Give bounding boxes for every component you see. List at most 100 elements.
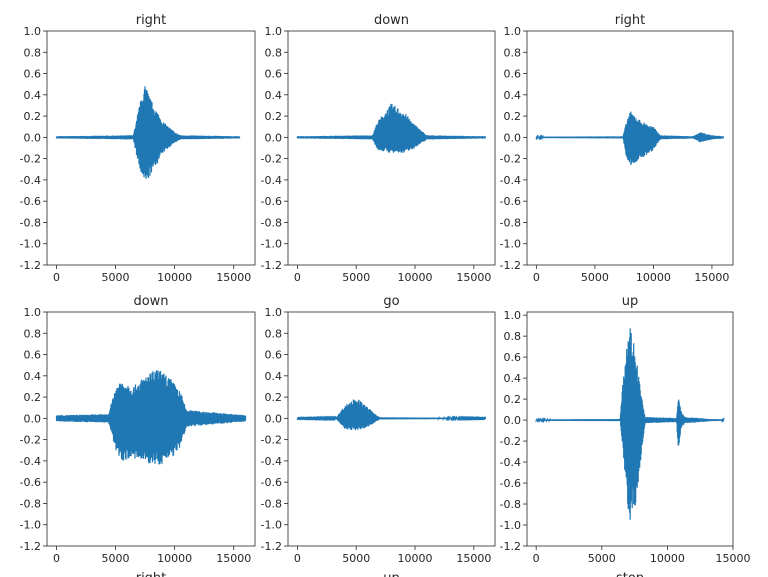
y-tick-label: 0.8 (24, 327, 42, 340)
waveform-line (535, 328, 725, 520)
y-tick-label: -1.2 (261, 540, 282, 553)
x-tick-label: 10000 (398, 552, 433, 565)
y-tick-label: -0.4 (500, 174, 521, 187)
y-tick-label: -1.2 (500, 540, 521, 553)
subplot-6: up -1.2 -1.0 -0.8 -0.6 -0.4 -0.2 0.0 0.2 0.4 0.6 0.… (500, 294, 751, 577)
y-tick-label: -0.2 (261, 153, 282, 166)
x-tick-label: 0 (533, 552, 540, 565)
y-tick-label: -1.0 (500, 519, 521, 532)
y-tick-label: 1.0 (504, 25, 522, 38)
y-tick-label: -0.2 (500, 153, 521, 166)
x-tick-label: 0 (533, 271, 540, 284)
y-tick-label: -1.0 (261, 238, 282, 251)
y-tick-label: 1.0 (265, 25, 283, 38)
x-tick-label: 10000 (650, 552, 685, 565)
y-tick-label: -0.2 (20, 434, 41, 447)
y-tick-label: -0.4 (261, 174, 282, 187)
y-tick-label: -0.6 (20, 476, 41, 489)
y-tick-label: -0.4 (20, 455, 41, 468)
y-tick-label: 0.0 (504, 414, 522, 427)
y-tick-label: 0.4 (265, 89, 283, 102)
y-tick-label: 0.6 (504, 351, 522, 364)
y-tick-label: -1.2 (500, 259, 521, 272)
x-tick-label: 10000 (636, 271, 671, 284)
subplot-5: go -1.2 -1.0 -0.8 -0.6 -0.4 -0.2 0.0 0.2 0.4 0.6 0.… (261, 294, 496, 577)
x-tick-label: 15000 (694, 271, 729, 284)
y-tick-label: 0.6 (24, 349, 42, 362)
x-tick-label: 15000 (456, 552, 491, 565)
y-tick-label: -0.6 (20, 195, 41, 208)
y-tick-label: 0.8 (24, 46, 42, 59)
axes-frame (287, 311, 496, 547)
subplot-2: down -1.2 -1.0 -0.8 -0.6 -0.4 -0.2 0.0 0.2 0.4 0.6… (261, 13, 496, 284)
axes-frame (46, 30, 256, 266)
subplot-title: go (383, 294, 399, 309)
y-tick-label: 0.0 (265, 131, 283, 144)
x-tick-label: 5000 (102, 552, 130, 565)
y-tick-label: -0.2 (261, 434, 282, 447)
x-tick-label: 5000 (342, 271, 370, 284)
y-tick-label: -0.4 (261, 455, 282, 468)
x-tick-label: 0 (53, 271, 60, 284)
x-tick-label: 10000 (157, 552, 192, 565)
y-tick-label: -0.4 (20, 174, 41, 187)
axes-frame (46, 311, 256, 547)
y-tick-label: -0.6 (261, 476, 282, 489)
y-tick-label: -0.8 (261, 216, 282, 229)
y-tick-label: 0.6 (24, 68, 42, 81)
y-tick-label: 0.0 (24, 131, 42, 144)
x-tick-label: 15000 (716, 552, 751, 565)
y-tick-label: 0.0 (504, 131, 522, 144)
y-tick-label: -1.0 (20, 238, 41, 251)
waveform-line (55, 86, 241, 179)
y-tick-label: 0.4 (24, 370, 42, 383)
y-tick-label: 0.8 (265, 46, 283, 59)
y-tick-label: -0.6 (500, 477, 521, 490)
x-tick-label: 5000 (342, 552, 370, 565)
y-tick-label: 0.2 (504, 110, 522, 123)
y-tick-label: 0.6 (265, 349, 283, 362)
subplot-1: right -1.2 -1.0 -0.8 -0.6 -0.4 -0.2 0.0 0.2 0.4 0.… (20, 13, 256, 284)
x-axis-label: right (136, 571, 167, 577)
y-tick-label: 0.6 (265, 68, 283, 81)
axes-frame (526, 30, 734, 266)
x-tick-label: 5000 (102, 271, 130, 284)
y-tick-label: -0.8 (261, 497, 282, 510)
y-tick-label: 0.0 (24, 412, 42, 425)
subplot-title: up (622, 294, 639, 309)
x-tick-label: 0 (294, 552, 301, 565)
y-tick-label: -0.8 (20, 216, 41, 229)
y-tick-label: -1.2 (20, 540, 41, 553)
y-tick-label: 0.4 (504, 89, 522, 102)
y-tick-label: 1.0 (265, 306, 283, 319)
y-tick-label: -0.8 (500, 216, 521, 229)
y-tick-label: -0.6 (261, 195, 282, 208)
y-tick-label: 1.0 (24, 25, 42, 38)
y-tick-label: 1.0 (24, 306, 42, 319)
y-tick-label: -0.8 (500, 498, 521, 511)
subplot-title: down (133, 294, 168, 309)
x-tick-label: 5000 (588, 552, 616, 565)
axes-frame (287, 30, 496, 266)
waveform-line (535, 111, 724, 165)
x-tick-label: 10000 (157, 271, 192, 284)
y-tick-label: 0.4 (504, 372, 522, 385)
y-tick-label: 0.2 (24, 110, 42, 123)
x-tick-label: 15000 (216, 271, 251, 284)
x-tick-label: 5000 (581, 271, 609, 284)
y-tick-label: 0.4 (265, 370, 283, 383)
x-tick-label: 15000 (216, 552, 251, 565)
axes-frame (526, 311, 734, 547)
x-axis-label: up (383, 571, 400, 577)
y-tick-label: 0.2 (265, 110, 283, 123)
x-axis-label: stop (616, 571, 644, 577)
x-tick-label: 10000 (398, 271, 433, 284)
y-tick-label: 0.2 (24, 391, 42, 404)
subplot-3: right -1.2 -1.0 -0.8 -0.6 -0.4 -0.2 0.0 0.2 0.4 0.… (500, 13, 734, 284)
waveform-line (296, 103, 486, 153)
y-tick-label: 1.0 (504, 309, 522, 322)
y-tick-label: -1.0 (500, 238, 521, 251)
y-tick-label: -1.0 (20, 519, 41, 532)
y-tick-label: -0.4 (500, 456, 521, 469)
